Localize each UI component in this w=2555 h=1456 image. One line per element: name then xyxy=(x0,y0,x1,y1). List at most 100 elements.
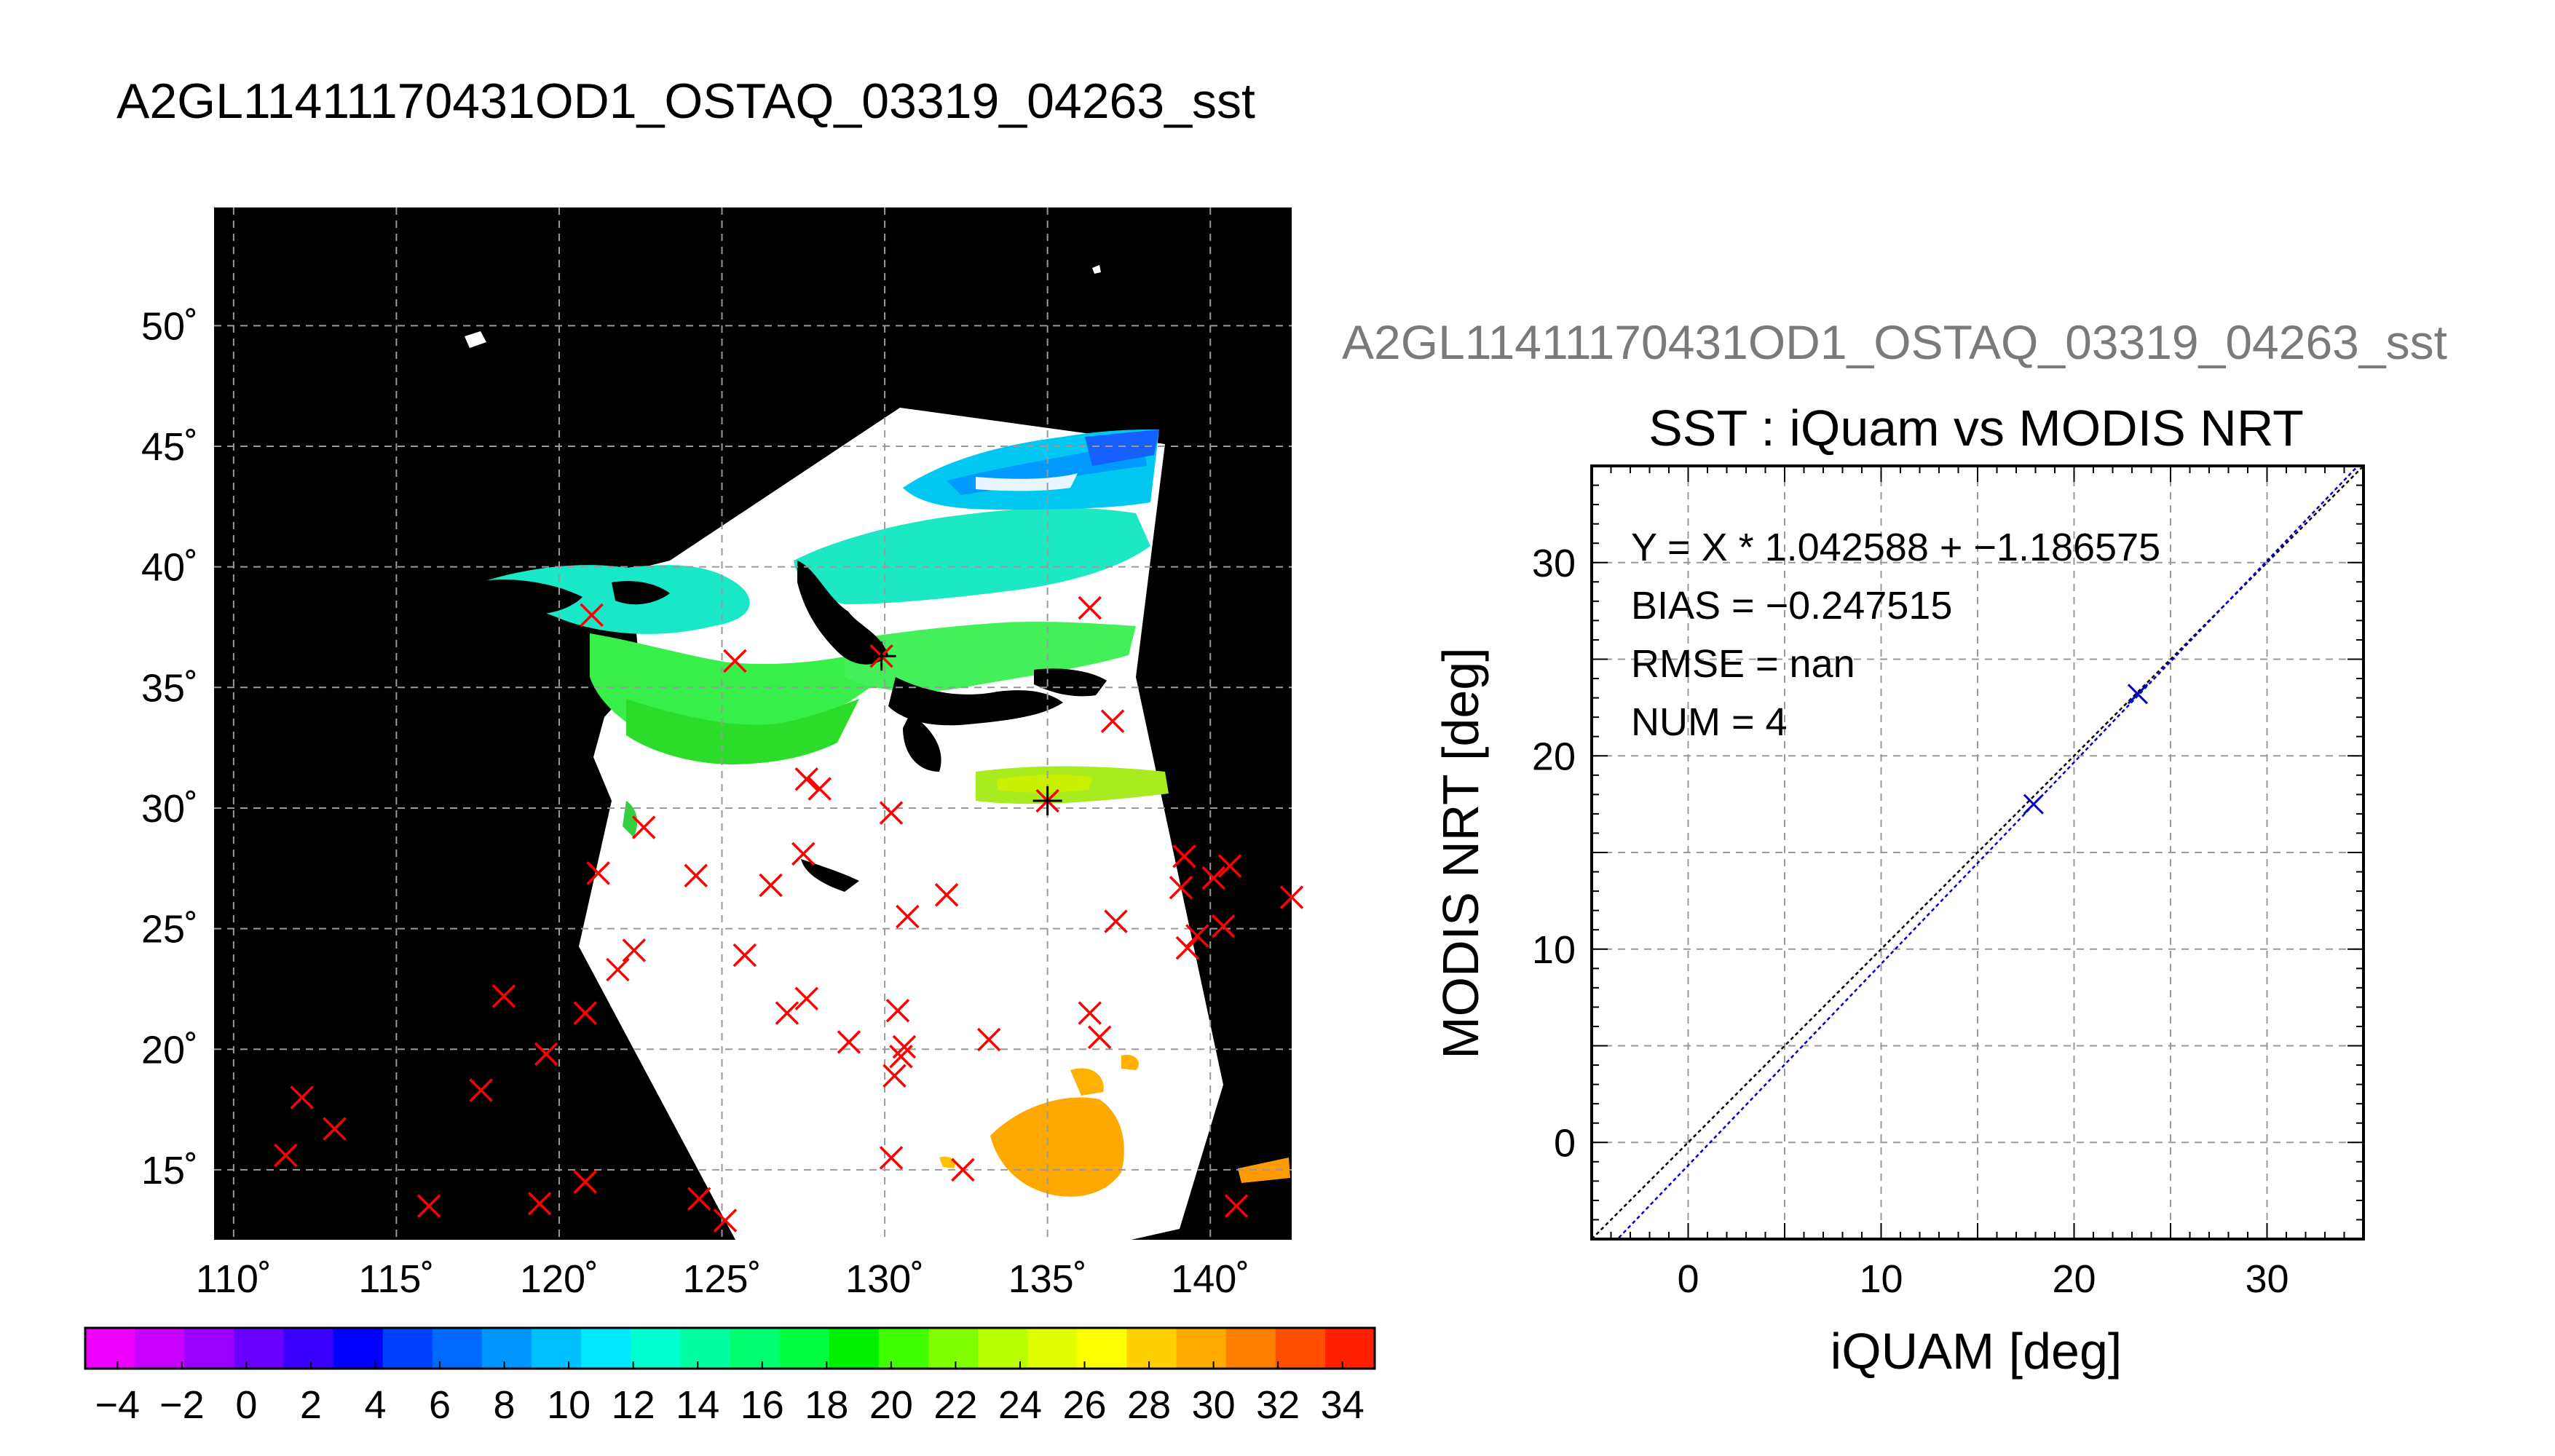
scatter-xlabel: iQUAM [deg] xyxy=(1831,1323,2122,1380)
colorbar-frame xyxy=(84,1326,1376,1370)
colorbar-swatch xyxy=(680,1328,731,1369)
highlighted-matchup-marker xyxy=(1032,786,1062,816)
colorbar-swatch xyxy=(1077,1328,1128,1369)
colorbar-swatch xyxy=(532,1328,582,1369)
scatter-annotation: RMSE = nan xyxy=(1631,642,1855,686)
colorbar-swatch xyxy=(1176,1328,1227,1369)
matchup-marker xyxy=(1224,1194,1249,1218)
matchup-marker xyxy=(586,861,610,885)
lat-tick-label: 30˚ xyxy=(141,787,198,831)
matchup-marker xyxy=(573,1001,597,1025)
lat-tick-label: 25˚ xyxy=(141,908,198,951)
lat-tick-label: 40˚ xyxy=(141,546,198,590)
matchup-marker xyxy=(1175,935,1200,960)
matchup-marker xyxy=(416,1194,441,1218)
page-title: A2GL11411170431OD1_OSTAQ_03319_04263_sst xyxy=(117,74,1255,129)
scatter-subtitle: A2GL11411170431OD1_OSTAQ_03319_04263_sst xyxy=(1342,315,2447,369)
colorbar-tick-label: 28 xyxy=(1127,1383,1171,1427)
matchup-marker xyxy=(606,957,630,982)
matchup-marker xyxy=(1104,909,1128,933)
matchup-marker xyxy=(622,938,647,962)
sst-swath xyxy=(465,265,1290,1242)
lon-tick-label: 110˚ xyxy=(196,1257,272,1301)
map-grid xyxy=(214,207,1292,1240)
matchup-marker xyxy=(469,1078,493,1102)
colorbar-tick-label: 20 xyxy=(869,1383,913,1427)
colorbar-swatch xyxy=(234,1328,285,1369)
matchup-marker xyxy=(934,882,959,907)
matchup-marker xyxy=(882,1064,907,1088)
colorbar-tick-label: 4 xyxy=(364,1383,386,1427)
colorbar-swatch xyxy=(730,1328,781,1369)
lon-tick-label: 140˚ xyxy=(1171,1257,1249,1301)
scatter-axis-ticks xyxy=(1591,465,2364,1240)
colorbar-tick-label: 18 xyxy=(805,1383,848,1427)
lon-tick-label: 135˚ xyxy=(1008,1257,1087,1301)
scatter-y-tick-labels: 0 10 20 30 xyxy=(1532,542,1576,1166)
lat-tick-labels: 15˚ 20˚ 25˚ 30˚ 35˚ 40˚ 45˚ 50˚ xyxy=(141,304,198,1192)
colorbar-tick-label: −2 xyxy=(159,1383,205,1427)
matchup-marker xyxy=(1201,866,1225,890)
lat-tick-label: 50˚ xyxy=(141,304,198,348)
colorbar-tick-label: 16 xyxy=(741,1383,784,1427)
matchup-marker xyxy=(879,801,904,825)
matchup-marker xyxy=(1078,1001,1102,1025)
colorbar-swatch xyxy=(779,1328,830,1369)
colorbar-swatch xyxy=(1027,1328,1078,1369)
matchup-marker xyxy=(794,986,819,1010)
lon-tick-label: 120˚ xyxy=(520,1257,599,1301)
colorbar-tick-label: 32 xyxy=(1256,1383,1300,1427)
matchup-marker xyxy=(976,1027,1001,1052)
colorbar-swatch xyxy=(928,1328,979,1369)
identity-line xyxy=(1592,466,2364,1239)
lon-tick-label: 125˚ xyxy=(682,1257,761,1301)
colorbar-swatch xyxy=(631,1328,681,1369)
colorbar-swatch xyxy=(1126,1328,1177,1369)
matchup-marker xyxy=(687,1187,711,1211)
matchup-marker xyxy=(951,1158,975,1182)
matchup-marker xyxy=(534,1042,558,1067)
scatter-point xyxy=(2127,684,2149,705)
scatter-x-tick-label: 30 xyxy=(2245,1257,2289,1301)
colorbar-swatch xyxy=(432,1328,483,1369)
scatter-y-tick-label: 0 xyxy=(1554,1121,1576,1165)
scatter-y-tick-label: 30 xyxy=(1532,542,1576,585)
colorbar-tick-label: −4 xyxy=(95,1383,140,1427)
matchup-marker xyxy=(573,1170,597,1194)
matchup-marker xyxy=(794,767,819,791)
scatter-x-tick-labels: 0 10 20 30 xyxy=(1677,1257,2289,1301)
matchup-marker xyxy=(837,1030,861,1054)
matchup-marker xyxy=(723,649,747,673)
colorbar-tick-label: 12 xyxy=(612,1383,655,1427)
matchup-marker xyxy=(527,1192,552,1216)
scatter-annotation: NUM = 4 xyxy=(1631,700,1788,744)
matchup-marker xyxy=(791,842,816,866)
colorbar-swatch xyxy=(1324,1328,1375,1369)
colorbar-swatch xyxy=(1275,1328,1326,1369)
matchup-marker xyxy=(1172,844,1196,869)
colorbar-swatch xyxy=(1225,1328,1276,1369)
scatter-annotation: BIAS = −0.247515 xyxy=(1631,584,1952,628)
regression-fit-line xyxy=(1616,466,2360,1239)
matchup-marker xyxy=(732,943,757,968)
matchup-marker xyxy=(1217,854,1242,878)
colorbar-tick-label: 26 xyxy=(1062,1383,1106,1427)
scatter-point xyxy=(2023,794,2044,815)
matchup-marker xyxy=(1211,914,1236,938)
colorbar-swatch xyxy=(135,1328,185,1369)
colorbar-tick-label: 6 xyxy=(429,1383,451,1427)
matchup-marker xyxy=(290,1085,314,1109)
matchup-marker xyxy=(713,1208,738,1233)
sst-colorbar xyxy=(84,1326,1376,1370)
matchup-marker xyxy=(684,863,708,887)
colorbar-swatch xyxy=(581,1328,631,1369)
scatter-annotations: Y = X * 1.042588 + −1.186575 BIAS = −0.24… xyxy=(1631,526,2160,744)
colorbar-swatch xyxy=(85,1328,135,1369)
lat-tick-label: 15˚ xyxy=(141,1149,198,1192)
colorbar-tick-label: 2 xyxy=(300,1383,322,1427)
lon-tick-label: 130˚ xyxy=(845,1257,924,1301)
scatter-points xyxy=(2023,684,2149,815)
matchup-marker xyxy=(1078,596,1102,620)
scatter-y-tick-label: 10 xyxy=(1532,928,1576,972)
lat-tick-label: 45˚ xyxy=(141,425,198,469)
